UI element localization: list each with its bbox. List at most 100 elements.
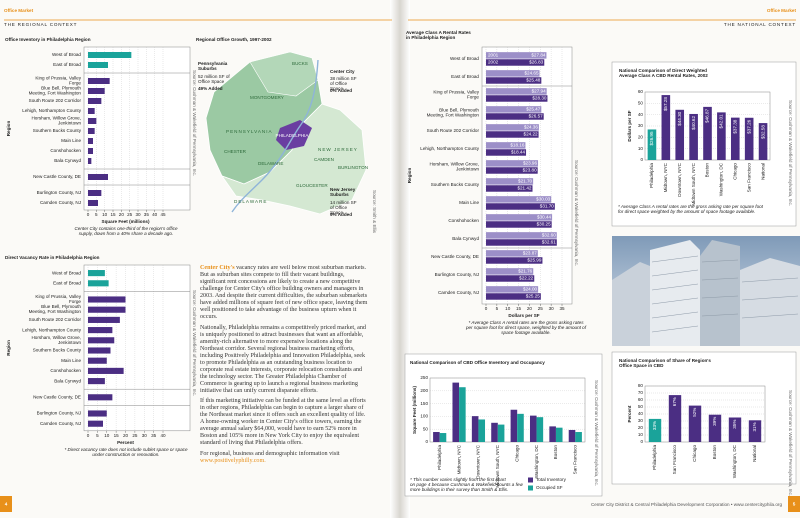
x-tick-label: 20 [123, 433, 129, 438]
bar [486, 178, 534, 185]
x-tick-label: Boston [553, 445, 558, 460]
bar [675, 109, 685, 160]
source: Source: Cushman & Wakefield of Pennsylva… [192, 70, 197, 176]
note: * Average Class A rental rates are the g… [465, 320, 587, 335]
y-tick-label: East of Broad [53, 281, 81, 286]
y-tick-label: Conshohocken [448, 218, 479, 223]
bar [568, 429, 576, 442]
y-tick-label: Burlington County, NJ [435, 272, 479, 277]
value-label: $46.87 [705, 108, 710, 122]
y-tick-label: King of Prussia, Valley Forge [35, 294, 81, 304]
value-label: 67% [672, 397, 677, 406]
bar [88, 148, 93, 154]
value-label: $26.95 [649, 131, 654, 145]
x-tick-label: 25 [127, 212, 133, 217]
bar [510, 409, 518, 442]
y-tick-label: New Castle County, DE [33, 174, 81, 179]
y-tick-label: 10 [638, 432, 644, 437]
y-tick-label: Blue Bell, Plymouth Meeting, Fort Washing… [29, 86, 82, 96]
photo [612, 236, 800, 346]
value-label: $26.83 [529, 60, 543, 65]
page-subtitle: THE NATIONAL CONTEXT [724, 22, 796, 27]
bucks-county [249, 51, 319, 97]
y-tick-label: 30 [638, 418, 644, 423]
bar [88, 98, 102, 104]
y-tick-label: 150 [420, 401, 428, 406]
bar [486, 59, 545, 66]
bar [486, 142, 526, 149]
x-tick-label: 25 [538, 306, 544, 311]
bar [486, 214, 553, 221]
source: Source: Cushman & Wakefield of Pennsylva… [594, 380, 599, 486]
value-label: $30.03 [536, 197, 550, 202]
building [612, 262, 660, 346]
bar [88, 394, 113, 401]
page-title: Office Market [4, 8, 34, 13]
value-label: $25.47 [526, 107, 540, 112]
x-tick-label: 20 [527, 306, 533, 311]
bar [88, 296, 126, 303]
bar [486, 232, 557, 239]
y-tick-label: 50 [638, 404, 644, 409]
y-tick-label: Main Line [61, 138, 81, 143]
paragraph: Center City's vacancy rates are well bel… [200, 265, 370, 321]
value-label: $21.70 [518, 179, 532, 184]
map-label: CAMDEN [314, 157, 334, 162]
legend-entry: 2001 [488, 53, 499, 58]
text: vacancy rates are well below most suburb… [200, 265, 368, 320]
y-tick-label: East of Broad [53, 62, 81, 67]
value-label: $42.01 [719, 114, 724, 128]
value-label: $23.80 [523, 168, 537, 173]
annotation-detail: 14 million SF of Office Space [330, 200, 357, 215]
page-subtitle: THE REGIONAL CONTEXT [4, 22, 77, 27]
y-tick-label: 40 [638, 411, 644, 416]
bar [708, 414, 722, 442]
body-text: Center City's vacancy rates are well bel… [200, 265, 370, 480]
building [700, 240, 740, 346]
map-label: DELAWARE [234, 199, 267, 204]
bar [536, 417, 544, 442]
y-tick-label: 80 [638, 383, 644, 388]
annotation-title: Pennsylvania Suburbs [198, 61, 228, 71]
y-tick-label: Conshohocken [50, 148, 81, 153]
bar [486, 77, 542, 84]
x-axis-label: Dollars per SF [508, 313, 539, 318]
bar [88, 357, 107, 364]
x-tick-label: 45 [160, 212, 166, 217]
bar [478, 419, 486, 442]
paragraph: If this marketing initiative can be fund… [200, 398, 366, 446]
annotation-added: 49% Added [198, 86, 223, 91]
annotation-detail: 38 million SF of Office Space [330, 76, 357, 91]
value-label: $32.61 [542, 240, 556, 245]
bar [88, 78, 110, 84]
link[interactable]: www.positivelyphilly.com. [200, 457, 266, 464]
bar [88, 280, 109, 287]
value-label: $31.70 [540, 204, 554, 209]
value-label: $24.65 [524, 71, 538, 76]
x-tick-label: 10 [102, 212, 108, 217]
bar [730, 117, 740, 160]
y-tick-label: Horsham, Willow Grove, Jenkintown [31, 335, 81, 345]
value-label: $37.38 [732, 119, 737, 133]
annotation-title: Center City [330, 69, 355, 74]
y-tick-label: Burlington County, NJ [37, 411, 81, 416]
y-tick-label: 40 [638, 112, 644, 117]
bar [88, 327, 113, 334]
bar [88, 138, 93, 144]
bar [439, 433, 447, 442]
bar [433, 432, 440, 442]
nj-suburbs [220, 103, 367, 215]
bar [575, 432, 582, 442]
bar [88, 174, 108, 180]
bar [648, 418, 662, 442]
y-tick-label: 0 [425, 439, 428, 444]
x-tick-label: 35 [144, 212, 150, 217]
y-tick-label: Camden County, NJ [438, 290, 479, 295]
bar [549, 426, 556, 442]
chart-title: National Comparison of Direct Weighted Av… [619, 68, 708, 78]
y-tick-label: Lehigh, Northampton County [22, 108, 81, 113]
bar [486, 131, 539, 138]
y-tick-label: Southern Bucks County [33, 128, 82, 133]
x-tick-label: 0 [87, 433, 90, 438]
